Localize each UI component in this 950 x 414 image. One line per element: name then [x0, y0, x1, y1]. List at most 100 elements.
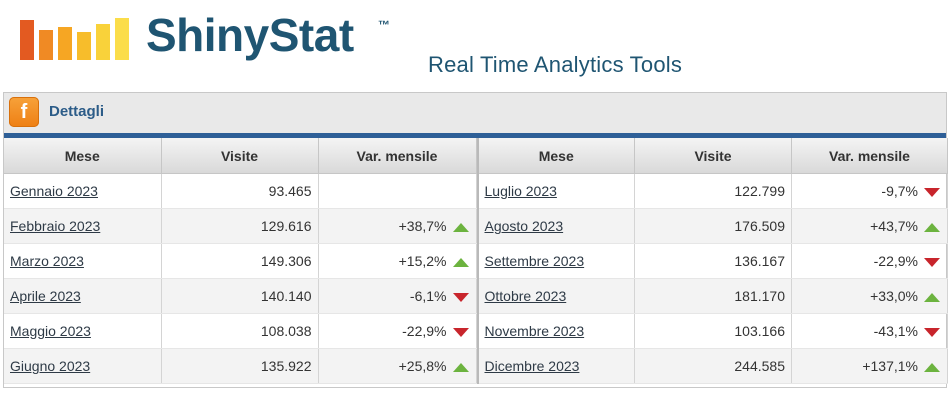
table-row: Settembre 2023 136.167 -22,9% [477, 243, 948, 279]
month-cell: Dicembre 2023 [477, 348, 635, 384]
col-header-visits[interactable]: Visite [161, 138, 319, 174]
table-row: Luglio 2023 122.799 -9,7% [477, 173, 948, 209]
visits-cell: 135.922 [161, 348, 319, 384]
col-header-var[interactable]: Var. mensile [318, 138, 477, 174]
month-cell: Marzo 2023 [4, 243, 162, 279]
month-link[interactable]: Luglio 2023 [484, 183, 557, 199]
var-value: +38,7% [398, 218, 447, 234]
table-row: Novembre 2023 103.166 -43,1% [477, 313, 948, 349]
arrow-down-icon [452, 326, 470, 338]
table-second-half: Mese Visite Var. mensile Luglio 2023 122.… [476, 138, 948, 384]
month-cell: Gennaio 2023 [4, 173, 162, 209]
visits-cell: 181.170 [634, 278, 792, 314]
col-header-month[interactable]: Mese [477, 138, 635, 174]
details-panel: f Dettagli Mese Visite Var. mensile Genn… [3, 92, 948, 388]
var-cell: +15,2% [318, 243, 477, 279]
month-cell: Settembre 2023 [477, 243, 635, 279]
var-value: -9,7% [881, 183, 918, 199]
visits-cell: 93.465 [161, 173, 319, 209]
arrow-down-icon [452, 291, 470, 303]
var-cell: -22,9% [791, 243, 948, 279]
var-cell: +43,7% [791, 208, 948, 244]
visits-cell: 103.166 [634, 313, 792, 349]
var-cell: -43,1% [791, 313, 948, 349]
arrow-up-icon [923, 221, 941, 233]
visits-cell: 244.585 [634, 348, 792, 384]
month-link[interactable]: Giugno 2023 [10, 358, 91, 374]
var-cell: +33,0% [791, 278, 948, 314]
shinystat-f-icon: f [9, 97, 39, 127]
var-value: -22,9% [402, 323, 447, 339]
arrow-down-icon [923, 256, 941, 268]
arrow-up-icon [923, 291, 941, 303]
logo-bar [58, 27, 72, 60]
col-header-visits[interactable]: Visite [634, 138, 792, 174]
arrow-up-icon [452, 361, 470, 373]
brand-tagline: Real Time Analytics Tools [428, 52, 683, 77]
table-row: Gennaio 2023 93.465 [4, 173, 477, 209]
var-cell: -9,7% [791, 173, 948, 209]
arrow-down-icon [923, 326, 941, 338]
month-link[interactable]: Novembre 2023 [484, 323, 585, 339]
table-row: Agosto 2023 176.509 +43,7% [477, 208, 948, 244]
month-cell: Aprile 2023 [4, 278, 162, 314]
table-row: Giugno 2023 135.922 +25,8% [4, 348, 477, 384]
panel-header: f Dettagli [4, 93, 946, 138]
brand-trademark: ™ [378, 18, 390, 32]
logo-bars-icon [20, 18, 129, 60]
visits-cell: 149.306 [161, 243, 319, 279]
month-link[interactable]: Gennaio 2023 [10, 183, 98, 199]
table-row: Aprile 2023 140.140 -6,1% [4, 278, 477, 314]
arrow-up-icon [452, 221, 470, 233]
table-row: Maggio 2023 108.038 -22,9% [4, 313, 477, 349]
var-value: +43,7% [870, 218, 918, 234]
var-cell: +38,7% [318, 208, 477, 244]
var-value: -6,1% [409, 288, 447, 304]
visits-cell: 129.616 [161, 208, 319, 244]
month-cell: Giugno 2023 [4, 348, 162, 384]
month-link[interactable]: Maggio 2023 [10, 323, 91, 339]
var-cell: -6,1% [318, 278, 477, 314]
var-cell [318, 173, 477, 209]
table-row: Febbraio 2023 129.616 +38,7% [4, 208, 477, 244]
visits-cell: 136.167 [634, 243, 792, 279]
logo-bar [96, 24, 110, 60]
col-header-var[interactable]: Var. mensile [791, 138, 948, 174]
var-value: +137,1% [862, 358, 918, 374]
var-value: +15,2% [398, 253, 447, 269]
logo-bar [77, 32, 91, 60]
month-cell: Maggio 2023 [4, 313, 162, 349]
table-row: Marzo 2023 149.306 +15,2% [4, 243, 477, 279]
month-cell: Agosto 2023 [477, 208, 635, 244]
month-link[interactable]: Dicembre 2023 [484, 358, 580, 374]
month-link[interactable]: Febbraio 2023 [10, 218, 101, 234]
col-header-month[interactable]: Mese [4, 138, 162, 174]
visits-cell: 140.140 [161, 278, 319, 314]
panel-title: Dettagli [49, 103, 105, 120]
month-link[interactable]: Ottobre 2023 [484, 288, 567, 304]
month-link[interactable]: Agosto 2023 [484, 218, 564, 234]
month-cell: Febbraio 2023 [4, 208, 162, 244]
header-logo: ShinyStat ™ Real Time Analytics Tools [20, 9, 720, 77]
var-value: +25,8% [398, 358, 447, 374]
monthly-tables: Mese Visite Var. mensile Gennaio 2023 93.… [4, 138, 948, 384]
month-cell: Ottobre 2023 [477, 278, 635, 314]
table-row: Ottobre 2023 181.170 +33,0% [477, 278, 948, 314]
logo-bar [39, 30, 53, 60]
arrow-down-icon [923, 186, 941, 198]
visits-cell: 108.038 [161, 313, 319, 349]
visits-cell: 122.799 [634, 173, 792, 209]
var-value: +33,0% [870, 288, 918, 304]
var-cell: -22,9% [318, 313, 477, 349]
var-value: -43,1% [873, 323, 918, 339]
month-cell: Novembre 2023 [477, 313, 635, 349]
table-first-half: Mese Visite Var. mensile Gennaio 2023 93.… [4, 138, 477, 384]
month-link[interactable]: Settembre 2023 [484, 253, 585, 269]
visits-cell: 176.509 [634, 208, 792, 244]
logo-bar [115, 18, 129, 60]
month-link[interactable]: Aprile 2023 [10, 288, 81, 304]
month-link[interactable]: Marzo 2023 [10, 253, 84, 269]
var-cell: +25,8% [318, 348, 477, 384]
table-row: Dicembre 2023 244.585 +137,1% [477, 348, 948, 384]
var-cell: +137,1% [791, 348, 948, 384]
